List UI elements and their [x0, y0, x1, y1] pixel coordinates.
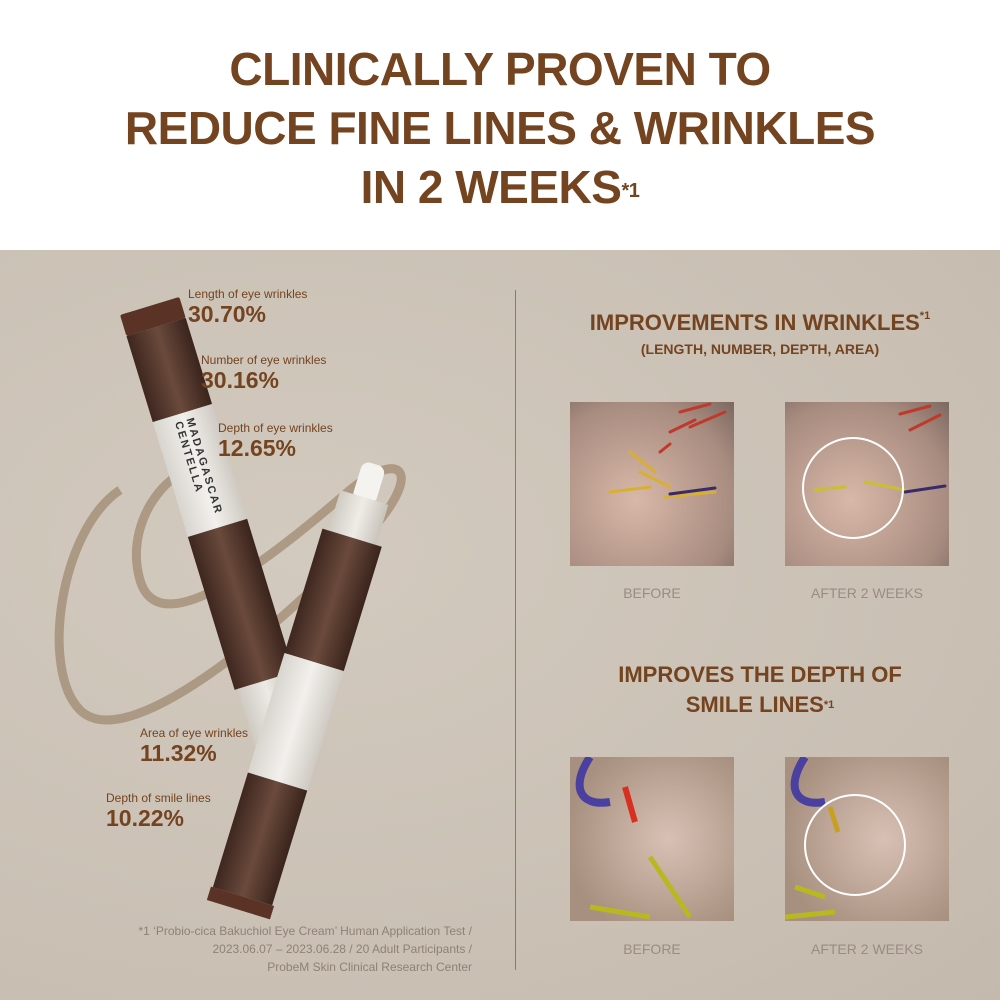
headline-line-1: CLINICALLY PROVEN TO — [229, 43, 771, 95]
caption-after-1: AFTER 2 WEEKS — [810, 585, 924, 601]
stat-depth: Depth of eye wrinkles 12.65% — [218, 421, 333, 461]
swirl-decoration — [54, 464, 406, 725]
stat-length: Length of eye wrinkles 30.70% — [188, 287, 308, 327]
stat-number: Number of eye wrinkles 30.16% — [201, 353, 327, 393]
section2-title: IMPROVES THE DEPTH OF SMILE LINES*1 — [618, 662, 902, 717]
headline-line-3: IN 2 WEEKS*1 — [360, 161, 640, 213]
smile-line-after-photo — [785, 757, 949, 921]
caption-before-1: BEFORE — [623, 585, 681, 601]
headline: CLINICALLY PROVEN TO REDUCE FINE LINES &… — [0, 40, 1000, 217]
product-label-brand-text: MADAGASCAR CENTELLA — [172, 416, 225, 517]
headline-line-2: REDUCE FINE LINES & WRINKLES — [124, 102, 876, 154]
stat-area: Area of eye wrinkles 11.32% — [140, 726, 249, 766]
section1-title: IMPROVEMENTS IN WRINKLES*1 — [589, 310, 931, 335]
section1-subtitle: (LENGTH, NUMBER, DEPTH, AREA) — [640, 341, 880, 357]
divider — [515, 290, 516, 970]
caption-before-2: BEFORE — [623, 941, 681, 957]
caption-after-2: AFTER 2 WEEKS — [810, 941, 924, 957]
wrinkle-after-photo — [785, 402, 949, 566]
smile-line-before-photo — [570, 757, 734, 921]
footnote: *1 ‘Probio-cica Bakuchiol Eye Cream’ Hum… — [138, 924, 473, 974]
header-band: CLINICALLY PROVEN TO REDUCE FINE LINES &… — [0, 0, 1000, 250]
stat-smile-lines: Depth of smile lines 10.22% — [106, 791, 211, 831]
wrinkle-before-photo — [570, 402, 734, 566]
